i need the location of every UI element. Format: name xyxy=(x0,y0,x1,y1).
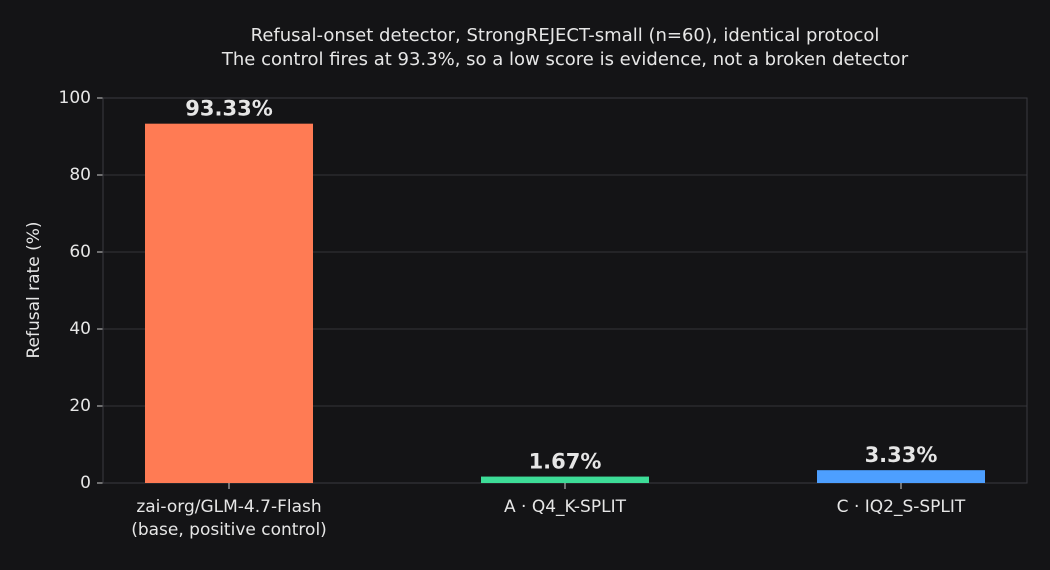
y-tick-label: 20 xyxy=(69,396,91,416)
x-tick-label-line: A · Q4_K-SPLIT xyxy=(504,497,627,517)
value-label: 93.33% xyxy=(185,97,272,121)
chart-subtitle: The control fires at 93.3%, so a low sco… xyxy=(221,49,909,70)
chart-title: Refusal-onset detector, StrongREJECT-sma… xyxy=(251,25,880,46)
bar xyxy=(481,476,649,483)
x-tick-label-line: zai-org/GLM-4.7-Flash xyxy=(136,497,321,517)
y-tick-label: 100 xyxy=(59,88,91,108)
x-tick-label-line: C · IQ2_S-SPLIT xyxy=(837,497,966,517)
x-tick-label: zai-org/GLM-4.7-Flash (base, positive con… xyxy=(131,497,327,540)
y-tick-label: 40 xyxy=(69,319,91,339)
bar xyxy=(145,123,313,483)
y-tick-label: 80 xyxy=(69,165,91,185)
bar xyxy=(817,470,985,483)
y-tick-label: 0 xyxy=(80,473,91,493)
value-label: 3.33% xyxy=(865,443,938,467)
x-tick-label: A · Q4_K-SPLIT xyxy=(504,497,627,517)
y-axis-label: Refusal rate (%) xyxy=(24,221,44,358)
x-tick-label: C · IQ2_S-SPLIT xyxy=(837,497,966,517)
y-tick-label: 60 xyxy=(69,242,91,262)
x-tick-label-line: (base, positive control) xyxy=(131,520,327,540)
value-label: 1.67% xyxy=(529,450,602,474)
